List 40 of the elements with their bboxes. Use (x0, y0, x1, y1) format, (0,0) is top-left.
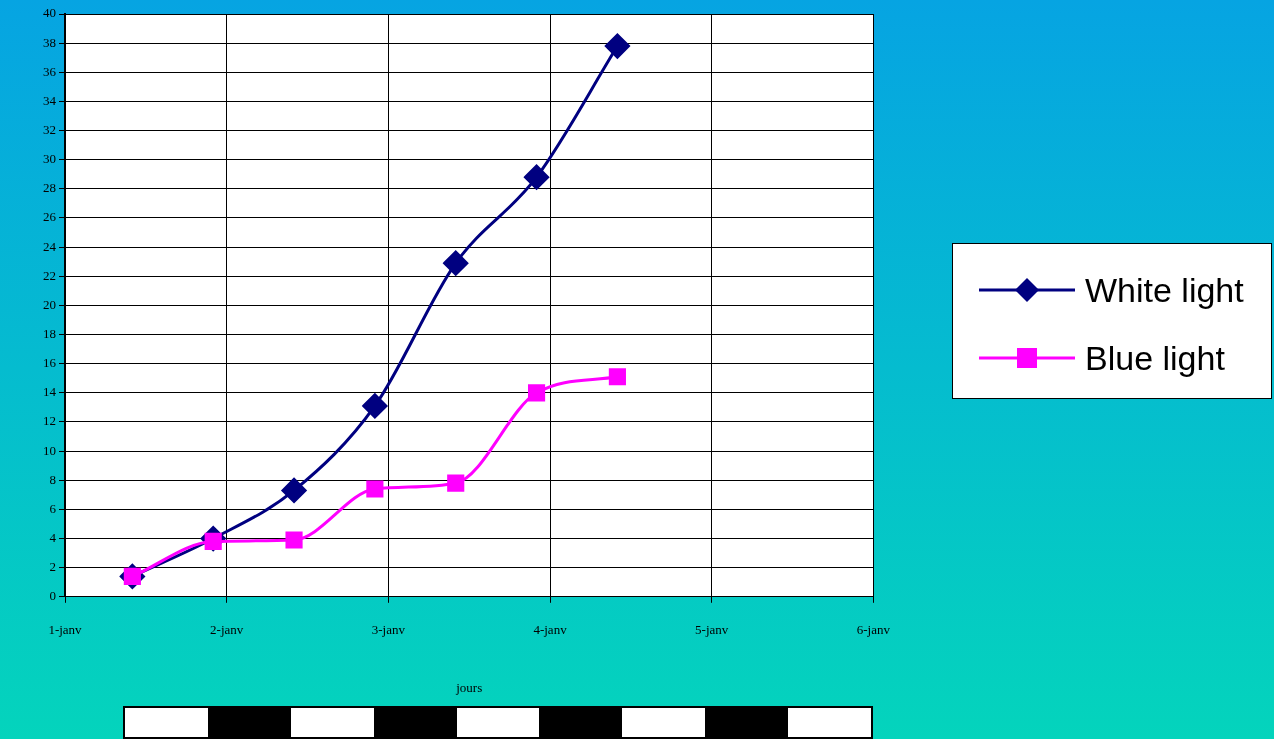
point (362, 393, 388, 419)
y-tick-label: 6 (49, 500, 57, 516)
point (524, 164, 550, 190)
legend-label: Blue light (1085, 338, 1225, 378)
x-tick-label: 5-janv (695, 622, 729, 638)
y-tick-label: 34 (43, 92, 57, 108)
y-tick-label: 38 (43, 34, 56, 50)
x-tick-label: 3-janv (371, 622, 406, 638)
legend-label: White light (1085, 270, 1244, 310)
y-tick-label: 36 (43, 63, 57, 79)
y-tick-label: 8 (49, 471, 56, 487)
y-tick-label: 32 (43, 121, 56, 137)
y-tick-label: 26 (43, 209, 57, 225)
y-tick-label: 0 (49, 588, 56, 604)
y-tick-label: 4 (49, 529, 57, 545)
point (527, 384, 546, 402)
y-tick-label: 18 (43, 325, 56, 341)
x-tick-label: 4-janv (533, 622, 568, 638)
y-tick-label: 20 (43, 296, 56, 312)
point (285, 531, 303, 549)
y-tick-label: 40 (43, 5, 56, 21)
point (281, 477, 307, 503)
y-tick-label: 2 (49, 559, 56, 575)
y-tick-label: 30 (43, 151, 56, 167)
y-tick-label: 22 (43, 267, 56, 283)
point (604, 33, 630, 59)
y-tick-label: 12 (43, 413, 56, 429)
y-tick-label: 28 (43, 180, 56, 196)
y-tick-label: 14 (43, 384, 57, 400)
point (443, 250, 469, 276)
x-tick-label: 1-janv (48, 622, 83, 638)
x-tick-label: 2-janv (210, 622, 244, 638)
y-tick-label: 16 (43, 355, 57, 371)
x-axis-title: jours (455, 679, 483, 695)
y-tick-label: 10 (43, 442, 56, 458)
point (447, 474, 465, 492)
point (608, 368, 626, 386)
x-tick-label: 6-janv (856, 622, 891, 638)
y-tick-label: 24 (43, 238, 57, 254)
point (366, 480, 384, 498)
